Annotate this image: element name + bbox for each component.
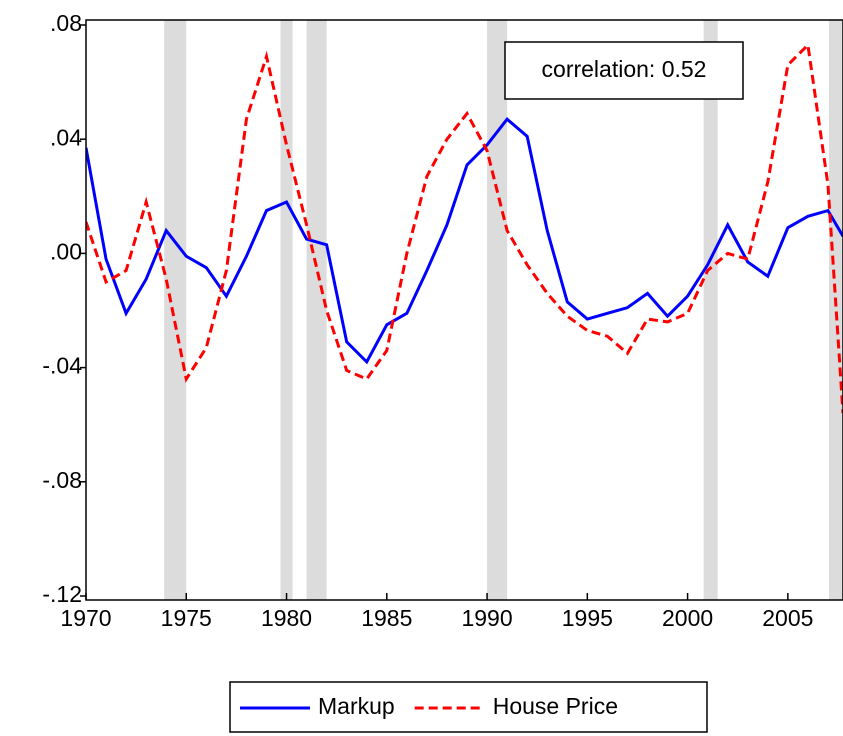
shading-layer: [164, 20, 843, 600]
y-tick-label: .00: [50, 238, 82, 264]
y-tick-label: .08: [50, 10, 82, 36]
series-line: [86, 117, 843, 365]
annotation: correlation: 0.52: [542, 56, 707, 82]
legend-label: Markup: [318, 693, 395, 719]
y-tick-label: -.12: [42, 581, 82, 607]
plot-frame: [85, 19, 843, 601]
y-tick-label: .04: [50, 124, 82, 150]
x-tick-label: 1970: [60, 605, 111, 631]
annotation-box: [504, 41, 744, 100]
axes-layer: -.12 -.08 -.04 .00 .04 .08 1970 1975 1980 1985 199…: [42, 10, 843, 733]
recession-band: [280, 20, 293, 600]
y-tick-label: -.04: [42, 353, 82, 379]
y-tick-label: -.08: [42, 467, 82, 493]
lines-layer: [86, 41, 843, 414]
recession-band: [164, 20, 187, 600]
x-tick-label: 1995: [562, 605, 613, 631]
recession-band: [487, 20, 508, 600]
x-tick-label: 2005: [762, 605, 813, 631]
x-tick-label: 1980: [261, 605, 312, 631]
x-tick-label: 1985: [361, 605, 412, 631]
x-tick-label: 2000: [662, 605, 713, 631]
recession-band: [306, 20, 327, 600]
recession-band: [703, 20, 718, 600]
series-line: [86, 41, 843, 414]
legend-label: House Price: [493, 693, 618, 719]
recession-band: [828, 20, 843, 600]
x-tick-label: 1975: [161, 605, 212, 631]
x-tick-label: 1990: [461, 605, 512, 631]
